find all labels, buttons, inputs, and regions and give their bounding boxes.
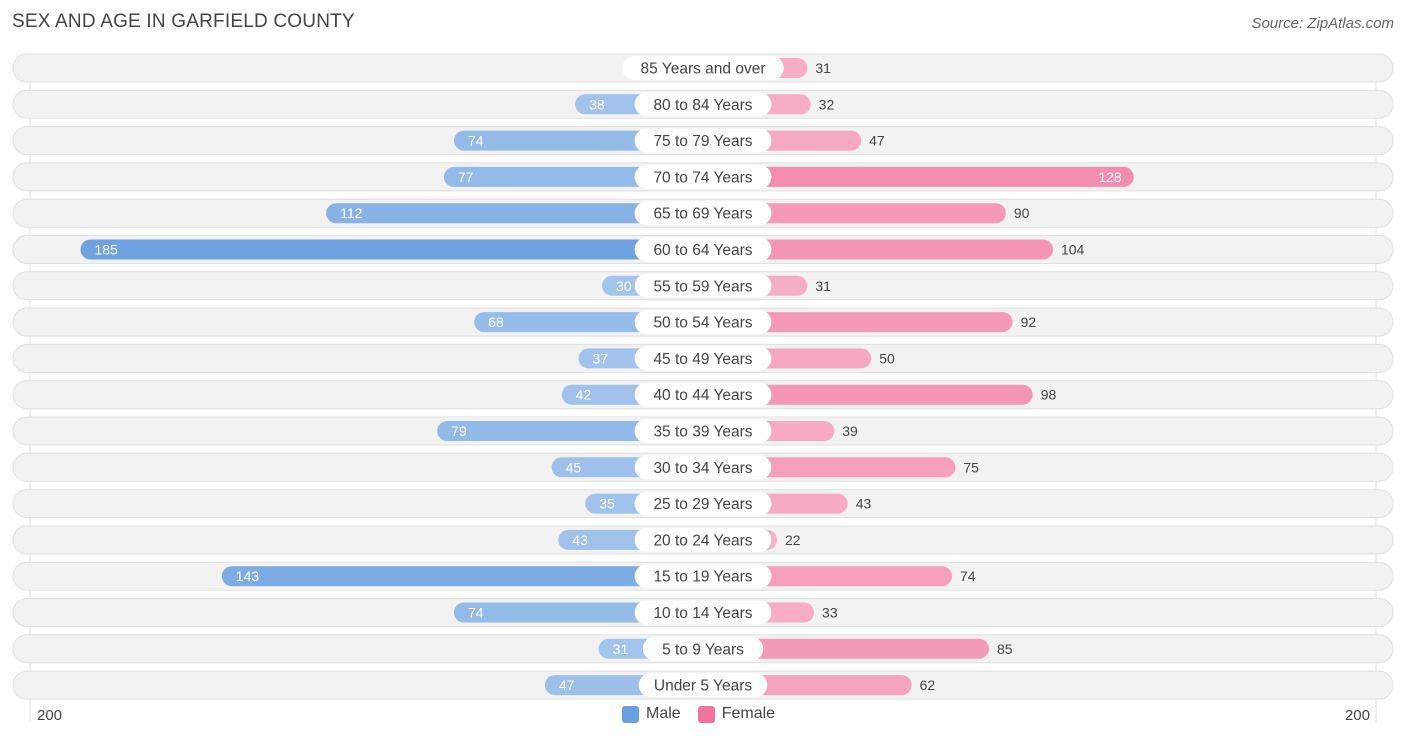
category-label: 60 to 64 Years xyxy=(653,242,752,259)
category-label: 40 to 44 Years xyxy=(653,387,752,404)
category-label-background xyxy=(634,128,772,153)
male-value-label: 185 xyxy=(94,242,118,258)
female-value-label: 22 xyxy=(785,532,801,548)
female-value-label: 39 xyxy=(842,423,858,439)
category-label-background xyxy=(634,237,772,262)
category-label: 65 to 69 Years xyxy=(653,206,752,223)
category-label: Under 5 Years xyxy=(654,678,752,695)
category-label-background xyxy=(634,491,772,516)
category-label: 45 to 49 Years xyxy=(653,351,752,368)
category-label-background xyxy=(634,600,772,625)
category-label: 50 to 54 Years xyxy=(653,315,752,332)
male-value-label: 74 xyxy=(468,605,484,621)
male-value-label: 112 xyxy=(340,205,363,221)
bar-female xyxy=(703,239,1053,260)
category-label: 10 to 14 Years xyxy=(653,605,752,622)
male-value-label: 31 xyxy=(613,641,629,657)
male-value-label: 35 xyxy=(599,496,615,512)
source-credit: Source: ZipAtlas.com xyxy=(1251,15,1394,32)
legend: Male Female xyxy=(622,705,792,723)
male-value-label: 43 xyxy=(572,532,588,548)
category-label-background xyxy=(622,56,784,80)
bar-female xyxy=(703,638,990,659)
female-value-label: 85 xyxy=(997,641,1013,657)
category-label-background xyxy=(638,673,768,698)
bar-male xyxy=(80,239,704,260)
female-value-label: 31 xyxy=(815,60,831,76)
category-label: 5 to 9 Years xyxy=(662,641,744,658)
male-value-label: 38 xyxy=(589,96,605,112)
category-label: 15 to 19 Years xyxy=(653,569,752,586)
category-label-background xyxy=(634,164,772,189)
category-label-background xyxy=(634,419,772,443)
female-value-label: 75 xyxy=(963,459,979,475)
male-value-label: 74 xyxy=(468,133,484,149)
male-value-label: 79 xyxy=(451,423,467,439)
category-label-background xyxy=(634,564,772,589)
category-label-background xyxy=(634,455,772,480)
category-label: 70 to 74 Years xyxy=(653,169,752,186)
female-value-label: 32 xyxy=(819,96,835,112)
female-value-label: 62 xyxy=(920,677,936,693)
male-value-label: 77 xyxy=(458,169,474,185)
category-label: 55 to 59 Years xyxy=(653,278,752,295)
bar-male xyxy=(221,566,703,587)
category-label: 30 to 34 Years xyxy=(653,460,752,477)
legend-male-label: Male xyxy=(646,705,681,722)
category-label-background xyxy=(634,201,772,226)
category-label: 35 to 39 Years xyxy=(653,424,752,441)
female-value-label: 92 xyxy=(1021,314,1037,330)
category-label-background xyxy=(634,382,772,407)
category-label: 20 to 24 Years xyxy=(653,532,752,549)
male-value-label: 47 xyxy=(559,677,575,693)
axis-right-max-label: 200 xyxy=(1344,707,1370,724)
category-label: 25 to 29 Years xyxy=(653,496,752,513)
category-label-background xyxy=(642,636,764,661)
category-label: 80 to 84 Years xyxy=(653,97,752,114)
female-value-label: 74 xyxy=(960,568,976,584)
male-swatch xyxy=(622,705,639,723)
female-value-label: 31 xyxy=(815,278,831,294)
bar-female xyxy=(703,312,1013,333)
category-label-background xyxy=(634,310,772,335)
female-value-label: 104 xyxy=(1061,242,1085,258)
female-value-label: 98 xyxy=(1041,387,1057,403)
male-value-label: 37 xyxy=(592,350,608,366)
female-value-label: 50 xyxy=(879,350,895,366)
female-value-label: 128 xyxy=(1098,169,1122,185)
male-value-label: 68 xyxy=(488,314,504,330)
category-label-background xyxy=(634,527,772,552)
legend-item-female[interactable]: Female xyxy=(697,705,776,723)
female-value-label: 43 xyxy=(856,496,872,512)
female-value-label: 47 xyxy=(869,133,885,149)
bar-female xyxy=(703,203,1006,224)
male-value-label: 42 xyxy=(576,387,592,403)
female-value-label: 90 xyxy=(1014,205,1030,221)
bar-female xyxy=(703,384,1033,405)
category-label: 75 to 79 Years xyxy=(653,133,752,150)
category-label: 85 Years and over xyxy=(641,61,766,78)
category-label-background xyxy=(634,273,772,298)
legend-item-male[interactable]: Male xyxy=(622,705,681,723)
chart-title: SEX AND AGE IN GARFIELD COUNTY xyxy=(12,11,355,32)
female-value-label: 33 xyxy=(822,605,838,621)
female-swatch xyxy=(697,705,715,723)
male-value-label: 45 xyxy=(566,459,582,475)
male-value-label: 30 xyxy=(616,278,632,294)
category-label-background xyxy=(634,346,772,371)
male-value-label: 143 xyxy=(236,568,260,584)
axis-left-max-label: 200 xyxy=(37,707,63,724)
bar-female xyxy=(703,166,1134,187)
category-label-background xyxy=(634,92,772,117)
legend-female-label: Female xyxy=(721,705,776,722)
bar-male xyxy=(326,203,703,224)
